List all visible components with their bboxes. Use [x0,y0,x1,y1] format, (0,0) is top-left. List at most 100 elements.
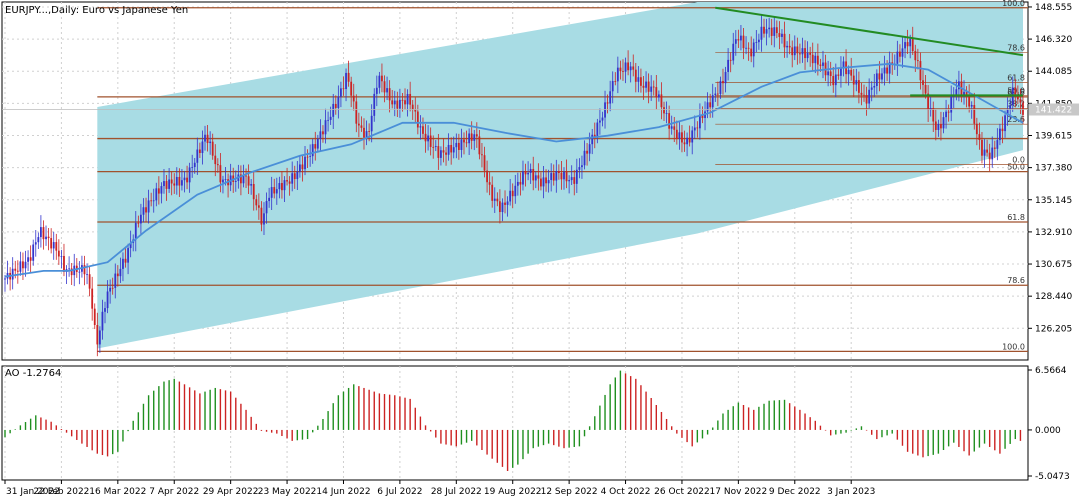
candle [181,169,183,191]
candle [304,145,306,176]
price-tick-label: 137.380 [1035,164,1072,174]
candle-body [60,255,63,257]
candlestick-series [4,15,1024,357]
candle-body [683,142,686,145]
candle-body [186,177,188,183]
candle-body [906,42,909,47]
time-tick-label: 9 Dec 2022 [769,487,821,497]
candle [929,96,932,117]
candle [560,161,563,190]
candle [34,229,37,257]
candle-body [429,135,432,147]
candle [804,40,806,70]
candle [629,61,632,83]
candle [498,189,501,224]
candle [298,155,301,178]
candle [314,131,317,161]
candle-body [140,214,142,224]
candle-body [206,134,209,144]
candle-body [616,67,619,82]
candle-body [340,88,342,97]
candle [709,93,712,118]
time-tick-label: 19 Aug 2022 [484,487,542,497]
candle [442,138,445,163]
candle-body [445,152,447,155]
candle-body [127,248,129,263]
candle-body [534,175,537,181]
candle [293,165,296,189]
candle [788,33,791,55]
candle-body [368,131,371,132]
candle [919,52,922,90]
candle [783,21,786,58]
candle-body [799,53,801,55]
candle [401,92,404,112]
candle-body [591,134,594,145]
candle-body [742,35,745,49]
candle-body [816,55,819,65]
candle-body [463,139,465,143]
candle-body [134,222,137,240]
candle-body [291,173,294,184]
candle-body [211,141,214,156]
candle-body [860,92,863,95]
candle-body [537,175,540,179]
candle-body [873,86,876,88]
candle-body [355,101,358,124]
candle-body [670,126,673,129]
candle-body [583,150,586,166]
candle-body [298,164,301,172]
candle-body [70,268,73,276]
candle-body [47,236,50,239]
time-tick-label: 17 Nov 2022 [710,487,768,497]
candle-body [760,26,763,40]
candle-body [975,123,978,135]
time-tick-label: 4 Oct 2022 [601,487,651,497]
candle-body [722,80,724,84]
candle [596,118,599,144]
candle-body [524,171,527,175]
moving-average-line [4,62,1024,278]
candle-body [560,173,563,180]
candle [19,251,22,276]
candle-body [678,132,681,139]
candle-body [650,86,653,92]
candle-body [642,85,645,88]
candle-body [334,103,337,108]
candle-body [745,47,747,49]
price-tick-label: 126.205 [1035,324,1072,334]
time-tick-label: 29 Apr 2022 [203,487,259,497]
candle-body [896,51,899,64]
candle [806,41,809,63]
candle-body [719,80,722,94]
candle-body [163,181,165,187]
candle [586,142,588,166]
time-tick-label: 12 Sep 2022 [541,487,598,497]
candle-body [483,155,486,171]
candle-body [398,99,401,109]
candle-body [422,126,424,134]
candle [922,70,924,97]
candle [537,163,540,191]
candle [524,163,527,187]
candle [601,111,604,127]
candle [455,133,458,159]
candle [27,250,29,272]
candle-body [596,122,599,138]
candle-body [904,42,906,49]
candle-body [668,113,671,129]
candle-body [1001,128,1004,132]
candle [37,232,40,249]
candle-body [755,42,758,43]
candle-body [942,117,945,129]
candle-body [360,125,363,128]
candle [647,73,650,104]
candle-body [886,67,888,74]
ao-tick-label: 6.5664 [1035,366,1067,376]
candle-body [386,88,388,93]
candle-body [198,149,201,154]
candle-body [111,287,114,289]
